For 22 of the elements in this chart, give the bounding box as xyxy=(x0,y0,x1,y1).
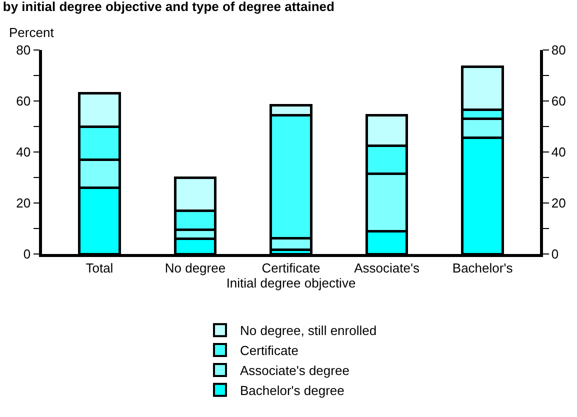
y2-tick-label: 60 xyxy=(551,94,566,109)
y-tick-label: 20 xyxy=(16,196,31,211)
legend-label: Associate's degree xyxy=(240,363,350,378)
x-tick-label: Bachelor's xyxy=(452,260,514,276)
x-tick-label: No degree xyxy=(164,260,226,276)
y-tick-label: 0 xyxy=(23,246,31,262)
legend-label: Bachelor's degree xyxy=(240,382,344,398)
y-tick-label: 40 xyxy=(16,144,31,160)
y2-tick-label: 0 xyxy=(551,246,559,262)
y2-tick-label: 80 xyxy=(551,42,566,58)
x-tick-label: Total xyxy=(86,260,114,276)
legend-label: Certificate xyxy=(240,343,299,358)
legend-label: No degree, still enrolled xyxy=(240,323,377,338)
chart-title: by initial degree objective and type of degree attained xyxy=(2,0,335,14)
y-axis-title: Percent xyxy=(9,25,54,40)
x-tick-label: Certificate xyxy=(262,260,320,276)
y-tick-label: 60 xyxy=(16,94,31,109)
y2-tick-label: 20 xyxy=(551,196,566,211)
y-tick-label: 80 xyxy=(16,42,31,58)
y2-tick-label: 40 xyxy=(551,144,566,160)
x-tick-label: Associate's xyxy=(354,260,420,276)
x-axis-title: Initial degree objective xyxy=(226,275,356,290)
